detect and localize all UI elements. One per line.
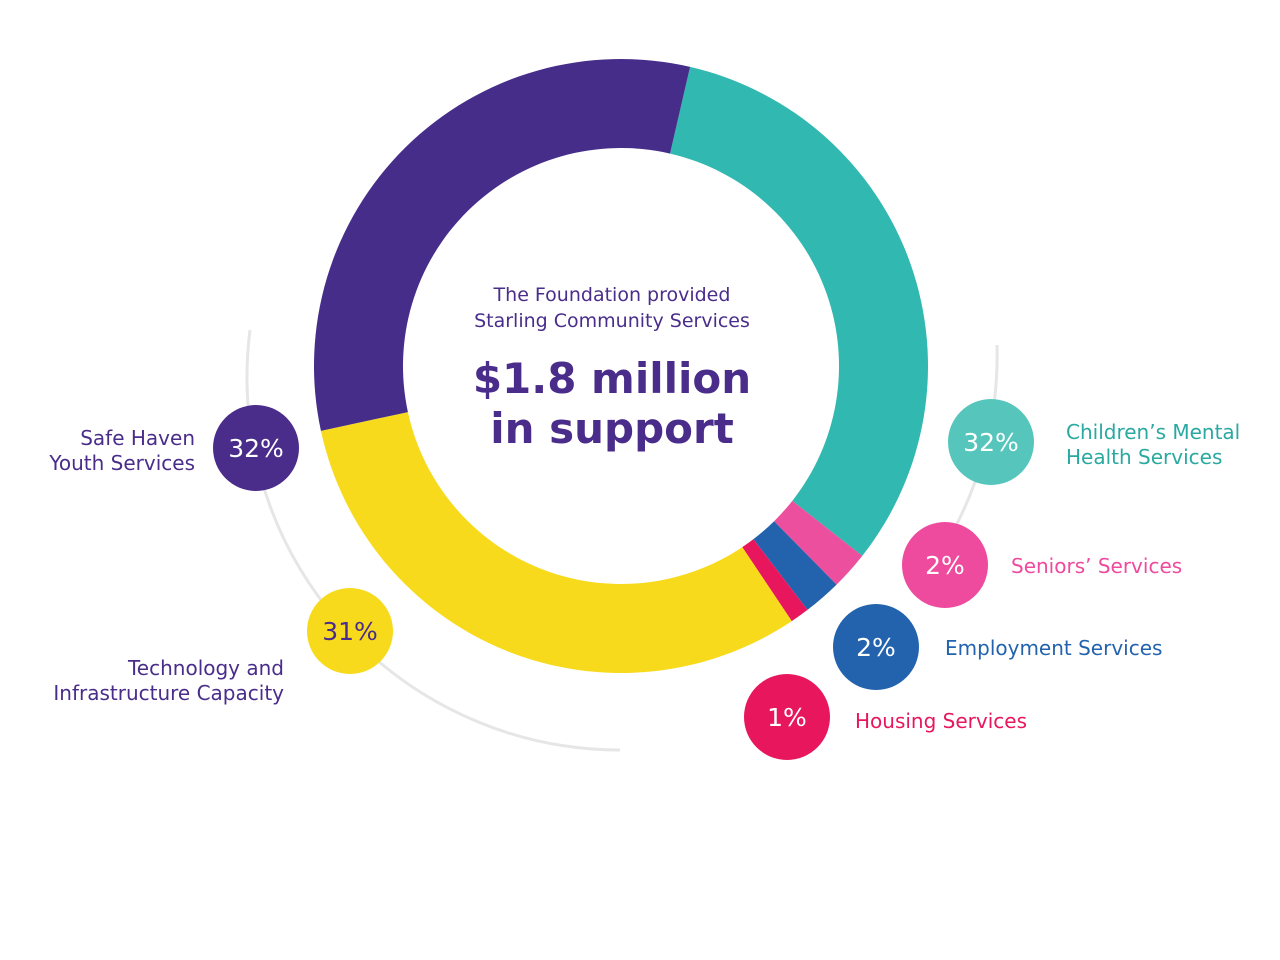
label-line: Youth Services xyxy=(49,451,195,475)
label-line: Children’s Mental xyxy=(1066,420,1241,444)
label-technology-infrastructure: Technology and Infrastructure Capacity xyxy=(53,656,284,706)
center-headline-line-2: in support xyxy=(490,404,734,453)
donut-slice-1 xyxy=(774,500,863,585)
donut-slices xyxy=(314,58,928,673)
label-line: Housing Services xyxy=(855,709,1027,733)
center-subtitle-line-1: The Foundation provided xyxy=(493,284,731,306)
label-seniors-services: Seniors’ Services xyxy=(1011,554,1182,579)
label-childrens-mental-health: Children’s Mental Health Services xyxy=(1066,420,1240,470)
donut-slice-5 xyxy=(314,58,691,431)
badge-employment-services: 2% xyxy=(833,604,919,690)
label-line: Seniors’ Services xyxy=(1011,554,1183,578)
donut-slice-0 xyxy=(670,66,928,556)
label-line: Employment Services xyxy=(945,636,1163,660)
donut-slice-3 xyxy=(742,539,808,622)
label-line: Technology and xyxy=(127,656,284,680)
label-line: Safe Haven xyxy=(80,426,195,450)
badge-seniors-services: 2% xyxy=(902,522,988,608)
label-safe-haven-youth: Safe Haven Youth Services xyxy=(49,426,195,476)
badge-housing-services: 1% xyxy=(744,674,830,760)
center-subtitle-line-2: Starling Community Services xyxy=(474,310,750,332)
label-employment-services: Employment Services xyxy=(945,636,1162,661)
donut-slice-4 xyxy=(320,412,792,673)
center-headline: $1.8 million in support xyxy=(412,354,812,454)
center-headline-line-1: $1.8 million xyxy=(472,354,752,403)
badge-technology-infrastructure: 31% xyxy=(307,588,393,674)
label-line: Infrastructure Capacity xyxy=(53,681,284,705)
donut-slice-2 xyxy=(753,521,837,610)
center-subtitle: The Foundation provided Starling Communi… xyxy=(412,282,812,334)
label-line: Health Services xyxy=(1066,445,1223,469)
badge-childrens-mental-health: 32% xyxy=(948,399,1034,485)
badge-safe-haven-youth: 32% xyxy=(213,405,299,491)
label-housing-services: Housing Services xyxy=(855,709,1027,734)
